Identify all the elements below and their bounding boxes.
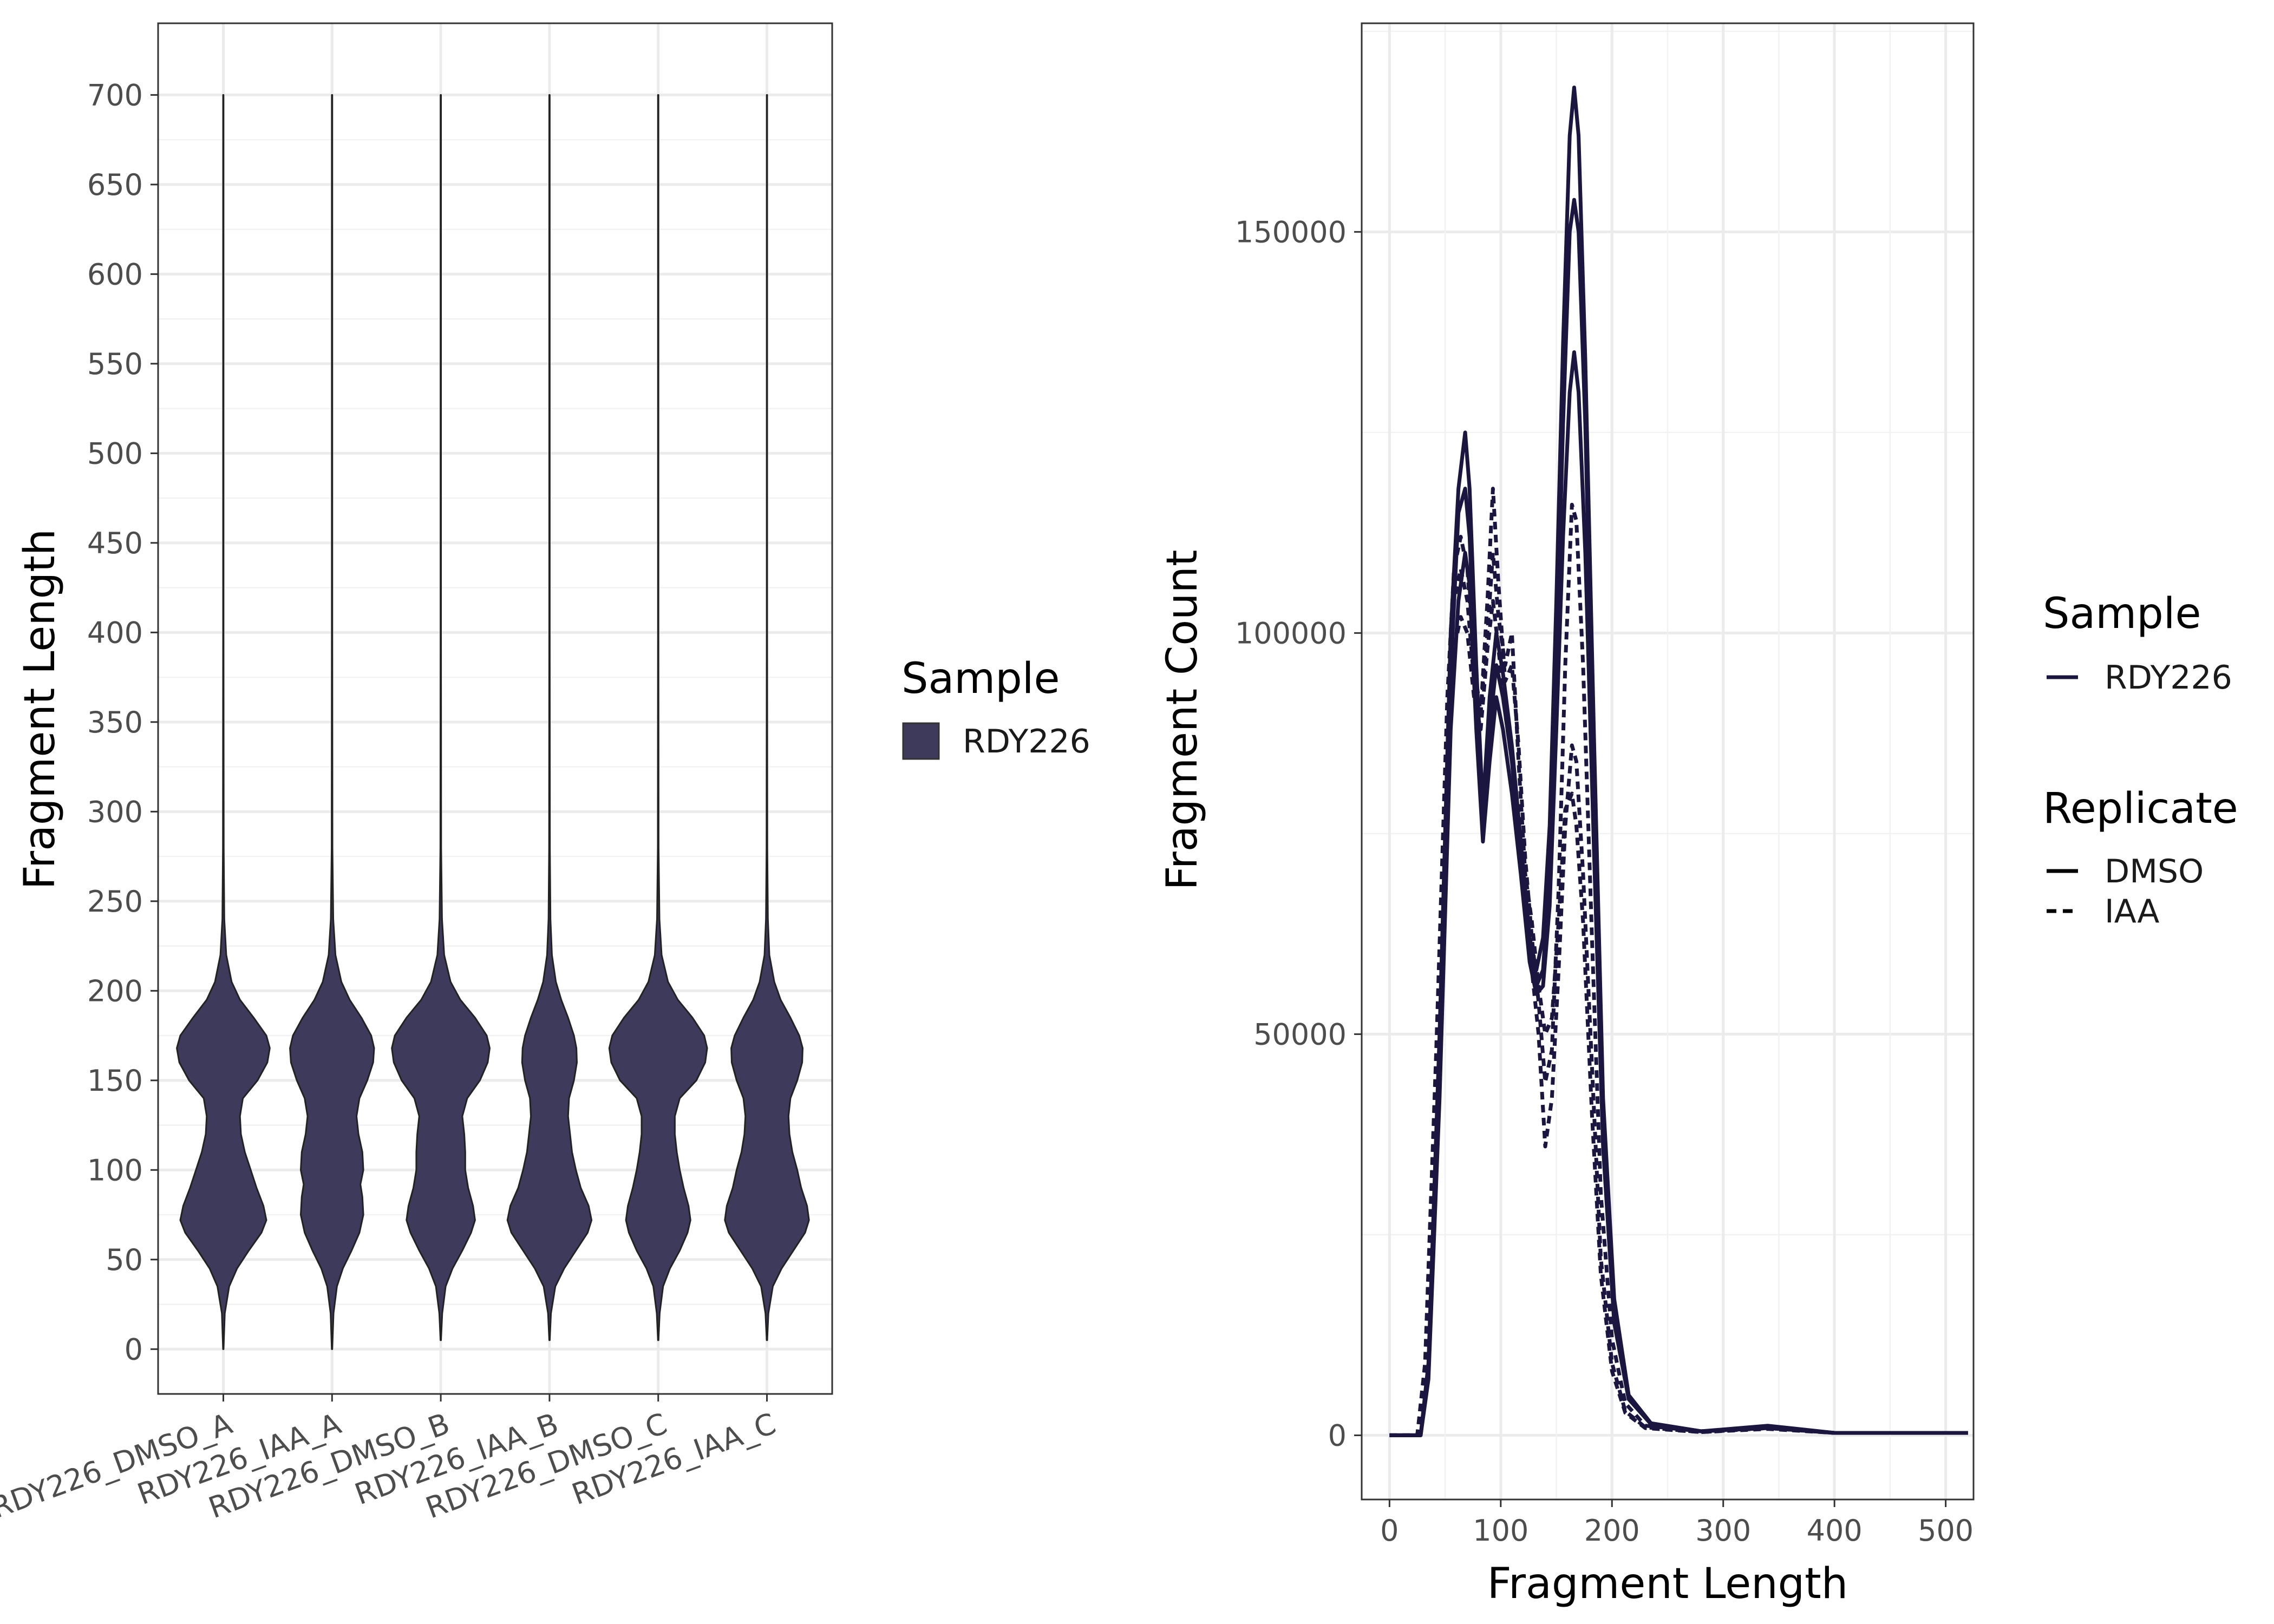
violin-y-tick-label: 150: [87, 1064, 143, 1098]
line-series-IAA-6: [1389, 551, 1968, 1437]
line-y-ticks: 0 50000 100000 150000: [1235, 215, 1362, 1452]
violin-y-tick-label: 700: [87, 78, 143, 112]
violin-y-tick-label: 500: [87, 436, 143, 470]
line-panel: 0 50000 100000 150000 0 100 200 300 400 500 Frag…: [1158, 22, 2238, 1608]
line-y-tick-label: 0: [1328, 1418, 1347, 1452]
violin-y-tick-label: 350: [87, 705, 143, 739]
violin-y-tick-label: 0: [125, 1332, 143, 1366]
line-series-IAA-4: [1389, 487, 1968, 1437]
violin-y-axis-title: Fragment Length: [16, 529, 64, 889]
line-legend-iaa-label: IAA: [2105, 893, 2159, 931]
line-x-ticks: 0 100 200 300 400 500: [1380, 1499, 1974, 1548]
line-series: [1389, 86, 1968, 1437]
line-legend-sample: Sample RDY226: [2043, 590, 2232, 697]
violin-y-ticks: 0 50 100 150 200 250 300 350 400 450 500 550 600 650 7…: [87, 78, 158, 1366]
line-y-tick-label: 100000: [1235, 616, 1347, 650]
line-x-tick-label: 300: [1695, 1514, 1751, 1548]
violin-y-tick-label: 50: [106, 1243, 143, 1277]
line-legend-replicate-title: Replicate: [2043, 784, 2238, 833]
line-legend-sample-label: RDY226: [2105, 659, 2232, 697]
line-legend-replicate: Replicate DMSO IAA: [2043, 784, 2238, 931]
line-x-axis-title: Fragment Length: [1487, 1560, 1848, 1608]
line-series-IAA-5: [1389, 599, 1968, 1437]
line-x-tick-label: 500: [1918, 1514, 1974, 1548]
line-gridlines: [1362, 23, 1974, 1499]
violin-y-tick-label: 250: [87, 885, 143, 919]
line-y-tick-label: 50000: [1253, 1017, 1347, 1051]
violin-y-tick-label: 200: [87, 974, 143, 1008]
violin-RDY226_DMSO_A: [176, 94, 271, 1350]
line-x-tick-label: 400: [1807, 1514, 1863, 1548]
line-x-tick-label: 0: [1380, 1514, 1399, 1548]
violin-y-tick-label: 650: [87, 168, 143, 202]
line-panel-border: [1361, 22, 1975, 1501]
violin-legend-key: [902, 722, 940, 760]
violin-y-tick-label: 550: [87, 347, 143, 381]
line-y-tick-label: 150000: [1235, 215, 1347, 249]
violin-RDY226_DMSO_B: [391, 94, 491, 1341]
violin-legend: Sample RDY226: [901, 654, 1090, 761]
violin-RDY226_DMSO_C: [608, 94, 708, 1341]
violin-RDY226_IAA_C: [724, 94, 810, 1341]
violin-y-tick-label: 400: [87, 615, 143, 650]
line-series-DMSO-2: [1389, 86, 1968, 1437]
violin-RDY226_IAA_A: [289, 94, 375, 1350]
violin-RDY226_IAA_B: [506, 94, 593, 1341]
line-legend-sample-title: Sample: [2043, 590, 2201, 638]
line-x-tick-label: 200: [1584, 1514, 1640, 1548]
violin-panel-border: [157, 22, 833, 1395]
line-y-axis-title: Fragment Count: [1158, 550, 1207, 890]
violin-y-tick-label: 300: [87, 795, 143, 829]
line-legend-dmso-label: DMSO: [2105, 853, 2204, 890]
violin-legend-title: Sample: [901, 654, 1060, 703]
violin-plot-background: [158, 23, 832, 1394]
violin-y-tick-label: 450: [87, 526, 143, 560]
violin-legend-label: RDY226: [963, 723, 1090, 761]
violin-shapes: [176, 94, 810, 1350]
violin-y-tick-label: 100: [87, 1153, 143, 1187]
violin-y-tick-label: 600: [87, 257, 143, 291]
line-x-tick-label: 100: [1473, 1514, 1528, 1548]
